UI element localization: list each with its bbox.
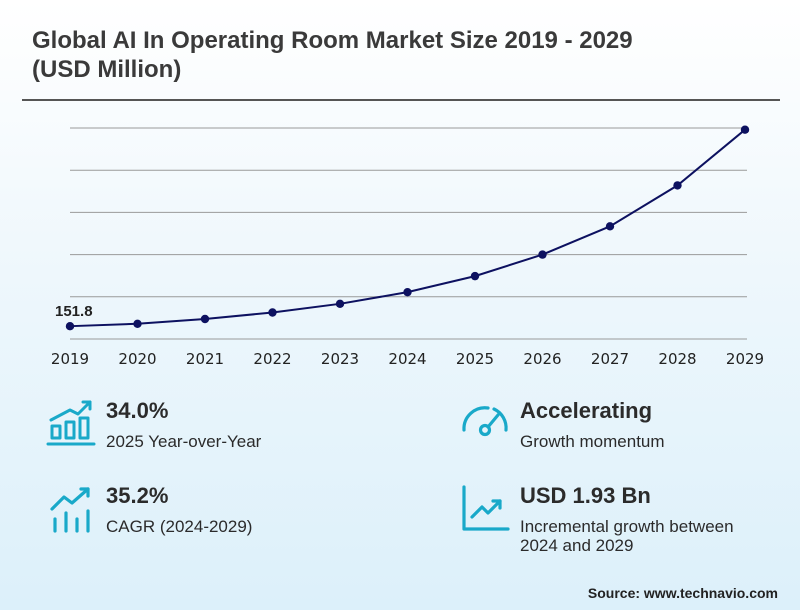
x-tick-label: 2023 [321,350,359,368]
stat-value: 35.2% [106,483,169,508]
data-point [605,222,615,231]
x-tick-label: 2026 [523,350,561,368]
trend-chart-icon [462,485,510,531]
data-point [268,308,277,317]
data-point [538,250,547,259]
data-point [133,319,142,329]
data-point [740,125,750,134]
speedometer-icon [462,406,508,437]
x-tick-label: 2019 [51,350,89,368]
data-label: 151.8 [55,303,93,320]
data-point [65,321,75,331]
data-labels: 151.8 [55,303,93,320]
x-tick-label: 2021 [186,350,224,368]
data-point [200,314,210,324]
stat-caption: Incremental growth between 2024 and 2029 [520,517,734,555]
page-title: Global AI In Operating Room Market Size … [32,27,633,83]
x-tick-label: 2025 [456,350,494,368]
x-tick-label: 2027 [591,350,629,368]
stat-value: 34.0% [106,398,169,423]
x-tick-label: 2029 [726,350,764,368]
line-chart: 151.8 2019 2020 2021 2022 2023 2024 2025 2026 20… [51,125,764,368]
source-credit: Source: www.technavio.com [587,585,778,601]
data-points [65,125,750,331]
data-point [470,271,480,281]
x-axis-ticks: 2019 2020 2021 2022 2023 2024 2025 2026 2027 2028… [51,350,764,368]
trend-bars-icon [50,487,90,533]
stat-caption: 2025 Year-over-Year [106,432,262,451]
data-point [335,299,345,309]
data-point [403,287,412,297]
x-tick-label: 2028 [658,350,696,368]
stat-value: USD 1.93 Bn [520,483,651,508]
stat-caption: CAGR (2024-2029) [106,517,253,536]
bar-chart-growth-icon [46,400,96,446]
x-tick-label: 2024 [388,350,426,368]
gridlines [70,127,747,340]
stat-caption: Growth momentum [520,432,665,451]
x-tick-label: 2022 [253,350,291,368]
title-divider [22,99,780,101]
x-tick-label: 2020 [118,350,156,368]
data-point [673,181,682,190]
stat-value: Accelerating [520,398,653,423]
